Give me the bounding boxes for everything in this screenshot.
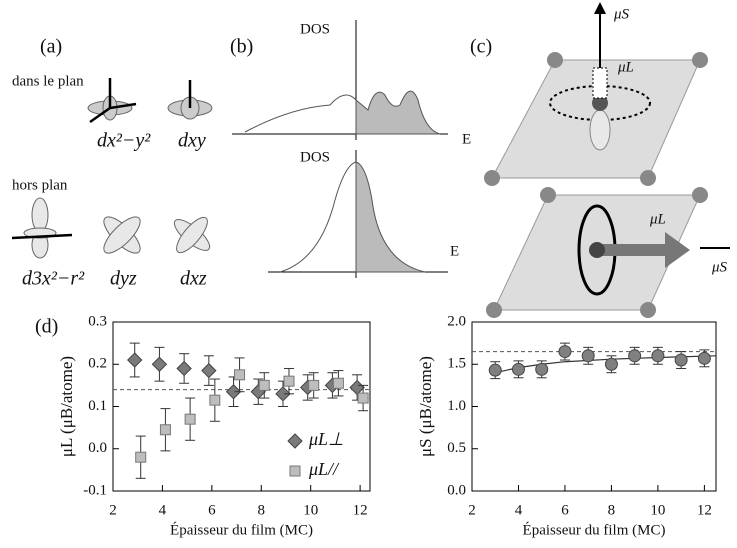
data-point bbox=[283, 375, 295, 387]
y-axis-label: μL (μB/atome) bbox=[57, 356, 76, 457]
orbital-moment-label: μL bbox=[617, 59, 634, 75]
lattice-bottom bbox=[486, 187, 730, 318]
y-tick-label: 0.2 bbox=[88, 356, 107, 372]
data-point bbox=[258, 379, 270, 391]
orbital-label: dx²−y² bbox=[97, 130, 151, 152]
data-point bbox=[184, 413, 196, 425]
y-tick-label: 1.0 bbox=[447, 398, 466, 414]
panel-label: (b) bbox=[230, 36, 253, 58]
x-tick-label: 6 bbox=[208, 502, 216, 518]
orbital-label: dyz bbox=[110, 268, 137, 290]
data-point bbox=[127, 352, 143, 368]
orbital-dyz bbox=[103, 216, 141, 254]
x-tick-label: 4 bbox=[515, 502, 523, 518]
data-point bbox=[511, 362, 525, 376]
data-point bbox=[535, 362, 549, 376]
y-tick-label: 0.0 bbox=[447, 482, 466, 498]
x-tick-label: 12 bbox=[697, 502, 712, 518]
orbital-label: dxy bbox=[178, 130, 206, 152]
y-tick-label: -0.1 bbox=[83, 482, 107, 498]
legend-label: μL⊥ bbox=[308, 429, 344, 449]
spin-moment-label: μS bbox=[613, 6, 630, 22]
x-tick-label: 12 bbox=[353, 502, 368, 518]
y-axis-label: μS (μB/atome) bbox=[416, 356, 435, 457]
x-tick-label: 6 bbox=[561, 502, 569, 518]
data-point bbox=[604, 357, 618, 371]
x-tick-label: 2 bbox=[109, 502, 117, 518]
dos-label: DOS bbox=[300, 149, 330, 165]
data-point bbox=[176, 360, 192, 377]
y-tick-label: 0.0 bbox=[88, 440, 107, 456]
orbital-dxz bbox=[173, 216, 211, 254]
legend-label: μL// bbox=[308, 459, 340, 479]
panel-label: (c) bbox=[470, 36, 492, 58]
data-point bbox=[674, 353, 688, 367]
y-tick-label: 0.5 bbox=[447, 440, 466, 456]
dos-top bbox=[232, 20, 448, 140]
out-plane-label: hors plan bbox=[12, 177, 68, 193]
spin-moment-label: μS bbox=[711, 259, 728, 275]
in-plane-label: dans le plan bbox=[12, 73, 84, 89]
x-tick-label: 2 bbox=[468, 502, 476, 518]
panel-label: (d) bbox=[35, 316, 58, 338]
dos-bottom bbox=[268, 150, 448, 278]
dos-label: DOS bbox=[300, 21, 330, 37]
data-point bbox=[488, 363, 502, 377]
y-tick-label: 0.3 bbox=[88, 313, 107, 329]
energy-label: E bbox=[450, 243, 459, 259]
data-point bbox=[225, 384, 242, 400]
data-point bbox=[697, 351, 711, 365]
x-tick-label: 10 bbox=[303, 502, 318, 518]
data-point bbox=[308, 379, 320, 391]
x-axis-label: Épaisseur du film (MC) bbox=[170, 521, 313, 538]
data-point bbox=[209, 394, 221, 406]
data-point bbox=[135, 451, 147, 463]
orbital-dx2y2 bbox=[87, 78, 137, 124]
data-point bbox=[581, 349, 595, 363]
orbital-dz2 bbox=[11, 197, 73, 259]
orbital-label: d3x²−r² bbox=[22, 268, 85, 290]
x-axis-label: Épaisseur du film (MC) bbox=[523, 521, 666, 538]
legend-marker bbox=[287, 433, 303, 449]
data-point bbox=[201, 362, 217, 379]
data-point bbox=[234, 369, 246, 381]
orbital-dxy bbox=[167, 80, 213, 120]
y-tick-label: 0.1 bbox=[88, 398, 107, 414]
data-point bbox=[651, 349, 665, 363]
panel-label: (a) bbox=[40, 36, 62, 58]
y-tick-label: 1.5 bbox=[447, 356, 466, 372]
orbital-moment-label: μL bbox=[649, 211, 666, 227]
data-point bbox=[151, 356, 168, 372]
data-point bbox=[159, 424, 171, 436]
plot-frame bbox=[471, 321, 717, 492]
energy-label: E bbox=[462, 131, 471, 147]
data-point bbox=[628, 349, 642, 363]
x-tick-label: 10 bbox=[650, 502, 665, 518]
y-tick-label: 2.0 bbox=[447, 313, 466, 329]
data-point bbox=[558, 345, 572, 359]
lattice-top bbox=[484, 2, 708, 186]
x-tick-label: 4 bbox=[159, 502, 167, 518]
data-point bbox=[349, 379, 365, 396]
legend-marker bbox=[289, 465, 301, 477]
orbital-label: dxz bbox=[180, 268, 207, 290]
data-point bbox=[275, 386, 291, 402]
x-tick-label: 8 bbox=[258, 502, 266, 518]
x-tick-label: 8 bbox=[608, 502, 616, 518]
data-point bbox=[357, 392, 369, 404]
data-point bbox=[332, 377, 344, 389]
